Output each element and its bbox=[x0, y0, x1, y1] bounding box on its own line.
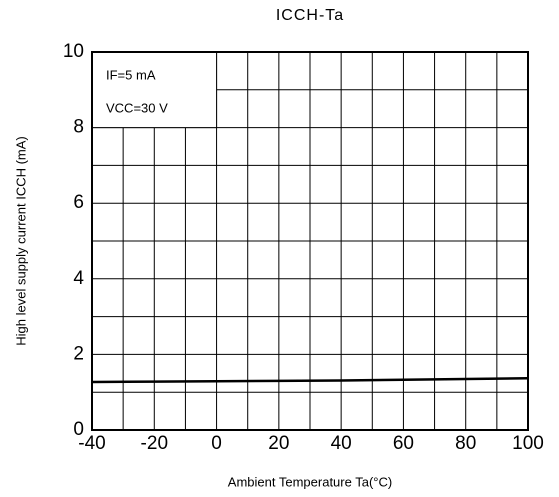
x-tick-label: 100 bbox=[512, 433, 544, 454]
annotation: IF=5 mA bbox=[106, 67, 156, 82]
plot-frame bbox=[91, 51, 529, 431]
chart-title: ICCH-Ta bbox=[276, 7, 344, 24]
data-line bbox=[91, 376, 529, 384]
annotation-box bbox=[91, 51, 218, 129]
x-tick-label: 0 bbox=[211, 433, 222, 454]
x-tick-label: 20 bbox=[268, 433, 289, 454]
y-tick-label: 6 bbox=[73, 192, 84, 213]
y-tick-label: 8 bbox=[73, 117, 84, 138]
x-axis-label: Ambient Temperature Ta(°C) bbox=[228, 474, 392, 489]
y-tick-label: 10 bbox=[63, 41, 84, 62]
x-tick-label: 60 bbox=[393, 433, 414, 454]
y-tick-label: 4 bbox=[73, 268, 84, 289]
annotation: VCC=30 V bbox=[106, 100, 168, 115]
y-axis-label: High level supply current ICCH (mA) bbox=[13, 136, 28, 346]
y-tick-label: 2 bbox=[73, 343, 84, 364]
y-tick-label: 0 bbox=[73, 419, 84, 440]
x-tick-label: -40 bbox=[78, 433, 105, 454]
x-tick-label: 40 bbox=[331, 433, 352, 454]
x-tick-label: -20 bbox=[141, 433, 168, 454]
x-tick-label: 80 bbox=[455, 433, 476, 454]
